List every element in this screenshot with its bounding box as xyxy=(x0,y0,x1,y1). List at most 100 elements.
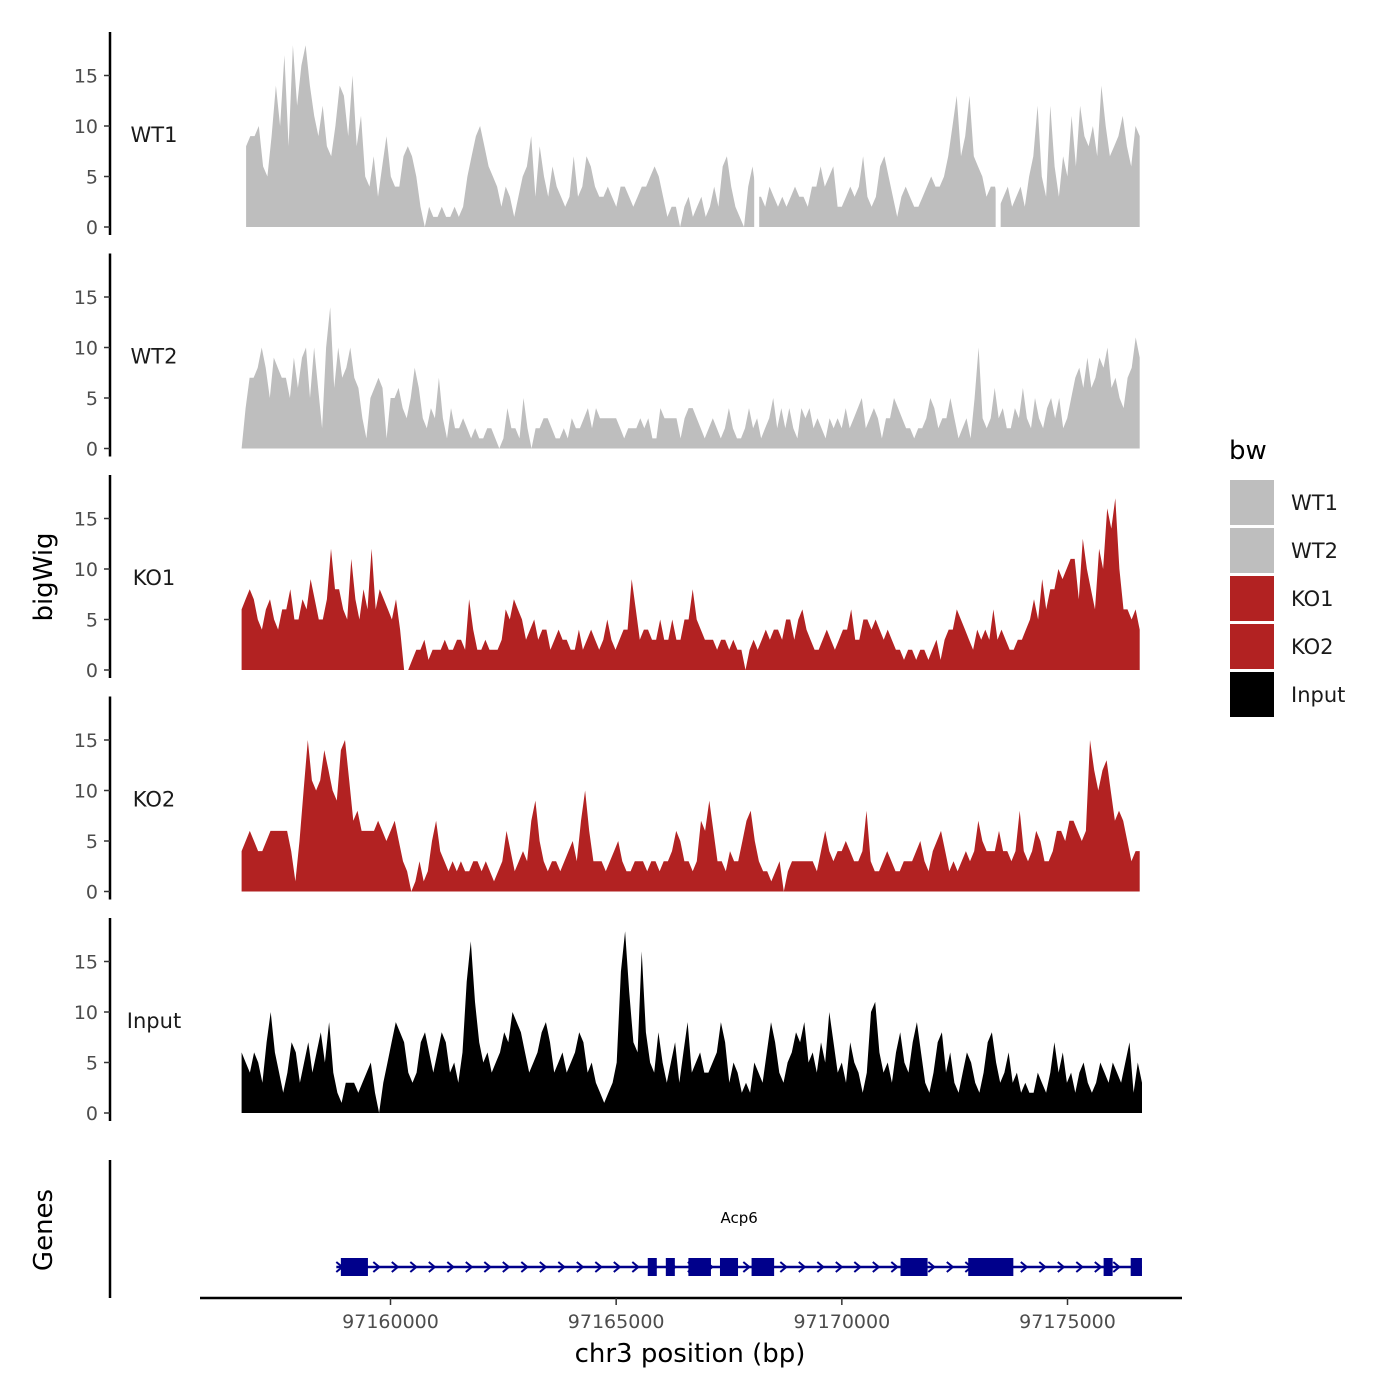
coverage-area xyxy=(241,740,1140,892)
y-tick-label: 5 xyxy=(86,1053,98,1075)
y-tick-label: 15 xyxy=(74,509,98,531)
exon xyxy=(1130,1258,1142,1276)
legend-swatch xyxy=(1230,576,1274,621)
strand-arrow xyxy=(1075,1261,1084,1273)
y-tick-label: 5 xyxy=(86,167,98,189)
strand-arrow xyxy=(502,1261,511,1273)
strand-arrow xyxy=(1112,1261,1121,1273)
y-tick-label: 0 xyxy=(86,882,98,904)
x-tick-label: 97165000 xyxy=(568,1311,665,1333)
strand-arrow xyxy=(631,1261,640,1273)
legend-item-ko2: KO2 xyxy=(1230,624,1334,669)
y-tick-label: 0 xyxy=(86,1103,98,1125)
track-label: Input xyxy=(127,1009,181,1033)
strand-arrow xyxy=(446,1261,455,1273)
track-wt2: 0 5 10 15 WT2 xyxy=(74,253,1140,461)
strand-arrow xyxy=(872,1261,881,1273)
strand-arrow xyxy=(1094,1261,1103,1273)
strand-arrow xyxy=(927,1261,936,1273)
strand-arrow xyxy=(946,1261,955,1273)
legend-swatch xyxy=(1230,480,1274,525)
y-tick-label: 15 xyxy=(74,730,98,752)
strand-arrow xyxy=(779,1261,788,1273)
legend: bw WT1 WT2 KO1 KO2 Input xyxy=(1229,436,1345,717)
strand-arrow xyxy=(539,1261,548,1273)
coverage-gap xyxy=(995,30,1001,228)
y-tick-label: 0 xyxy=(86,439,98,461)
strand-arrow xyxy=(594,1261,603,1273)
legend-label: WT1 xyxy=(1291,491,1338,515)
strand-arrow xyxy=(576,1261,585,1273)
y-tick-label: 10 xyxy=(74,116,98,138)
exon xyxy=(665,1258,675,1276)
track-wt1: 0 5 10 15 WT1 xyxy=(74,30,1140,239)
y-tick-label: 15 xyxy=(74,287,98,309)
legend-item-wt2: WT2 xyxy=(1230,528,1338,573)
x-tick-label: 97175000 xyxy=(1019,1311,1116,1333)
strand-arrow xyxy=(483,1261,492,1273)
gene-annotation-track: Acp6 xyxy=(108,1160,1142,1298)
strand-arrow xyxy=(409,1261,418,1273)
legend-label: KO1 xyxy=(1291,587,1334,611)
strand-arrow xyxy=(391,1261,400,1273)
track-ko2: 0 5 10 15 KO2 xyxy=(74,696,1140,904)
strand-arrow xyxy=(465,1261,474,1273)
y-tick-label: 15 xyxy=(74,66,98,88)
strand-arrow xyxy=(1038,1261,1047,1273)
coverage-tracks: 0 5 10 15 WT1 0 5 10 15 WT2 0 5 10 15 KO1 0 5 10 15 KO2 0 5 10… xyxy=(74,30,1143,1125)
track-label: KO2 xyxy=(133,788,176,812)
x-axis: 97160000 97165000 97170000 97175000 xyxy=(200,1296,1182,1333)
y-tick-label: 5 xyxy=(86,610,98,632)
exon xyxy=(1103,1258,1113,1276)
strand-arrow xyxy=(798,1261,807,1273)
track-label: KO1 xyxy=(133,566,176,590)
legend-label: Input xyxy=(1291,683,1345,707)
strand-arrow xyxy=(557,1261,566,1273)
exon xyxy=(340,1258,368,1276)
x-axis-title: chr3 position (bp) xyxy=(575,1339,806,1369)
coverage-gap xyxy=(754,30,760,228)
exon xyxy=(719,1258,739,1276)
legend-title: bw xyxy=(1229,436,1267,466)
exon xyxy=(751,1258,775,1276)
y-tick-label: 10 xyxy=(74,1002,98,1024)
strand-arrow xyxy=(520,1261,529,1273)
strand-arrow xyxy=(372,1261,381,1273)
y-axis-title: bigWig xyxy=(29,532,59,621)
strand-arrow xyxy=(742,1261,751,1273)
exon xyxy=(900,1258,928,1276)
strand-arrow xyxy=(890,1261,899,1273)
exon xyxy=(688,1258,711,1276)
coverage-area xyxy=(241,931,1143,1113)
gene-acp6: Acp6 xyxy=(335,1209,1142,1276)
exon xyxy=(968,1258,1014,1276)
strand-arrow xyxy=(1057,1261,1066,1273)
y-tick-label: 0 xyxy=(86,660,98,682)
y-tick-label: 15 xyxy=(74,952,98,974)
track-ko1: 0 5 10 15 KO1 xyxy=(74,475,1140,682)
strand-arrow xyxy=(613,1261,622,1273)
track-label: WT1 xyxy=(131,123,178,147)
legend-label: WT2 xyxy=(1291,539,1338,563)
legend-swatch xyxy=(1230,528,1274,573)
y-tick-label: 5 xyxy=(86,831,98,853)
coverage-area xyxy=(241,307,1140,449)
strand-arrow xyxy=(428,1261,437,1273)
legend-item-ko1: KO1 xyxy=(1230,576,1334,621)
legend-swatch xyxy=(1230,672,1274,717)
x-tick-label: 97170000 xyxy=(793,1311,890,1333)
strand-arrow xyxy=(816,1261,825,1273)
coverage-area xyxy=(241,498,1140,670)
legend-item-wt1: WT1 xyxy=(1230,480,1338,525)
strand-arrow xyxy=(853,1261,862,1273)
strand-arrow xyxy=(1020,1261,1029,1273)
y-tick-label: 10 xyxy=(74,559,98,581)
genes-axis-title: Genes xyxy=(29,1189,59,1271)
exon xyxy=(647,1258,657,1276)
y-tick-label: 5 xyxy=(86,388,98,410)
x-tick-label: 97160000 xyxy=(342,1311,439,1333)
track-label: WT2 xyxy=(131,345,178,369)
y-tick-label: 10 xyxy=(74,781,98,803)
legend-item-input: Input xyxy=(1230,672,1345,717)
